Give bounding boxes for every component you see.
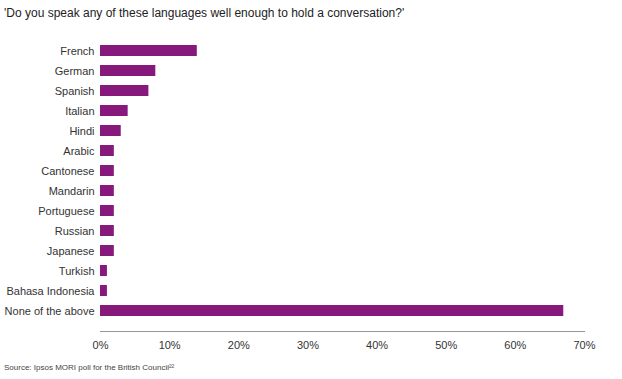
svg-text:50%: 50% — [435, 339, 457, 351]
svg-text:0%: 0% — [93, 339, 109, 351]
html-text:Source: Ipsos MORI poll for th: Source: Ipsos MORI poll for the British … — [4, 363, 175, 372]
svg-text:Spanish: Spanish — [55, 85, 95, 97]
svg-text:Arabic: Arabic — [63, 145, 95, 157]
svg-text:Italian: Italian — [65, 105, 94, 117]
svg-text:Cantonese: Cantonese — [41, 165, 94, 177]
svg-text:Russian: Russian — [55, 225, 95, 237]
svg-text:Hindi: Hindi — [69, 125, 94, 137]
svg-text:Portuguese: Portuguese — [38, 205, 94, 217]
svg-text:French: French — [60, 45, 94, 57]
svg-text:German: German — [55, 65, 95, 77]
svg-text:Japanese: Japanese — [47, 245, 95, 257]
svg-text:Mandarin: Mandarin — [49, 185, 95, 197]
svg-text:None of the above: None of the above — [5, 305, 95, 317]
svg-text:Bahasa Indonesia: Bahasa Indonesia — [6, 285, 95, 297]
svg-text:20%: 20% — [228, 339, 250, 351]
svg-text:30%: 30% — [297, 339, 319, 351]
svg-text:10%: 10% — [159, 339, 181, 351]
svg-text:60%: 60% — [504, 339, 526, 351]
svg-text:Turkish: Turkish — [59, 265, 95, 277]
html-text:'Do you speak any of these lan: 'Do you speak any of these languages wel… — [4, 6, 405, 20]
svg-text:40%: 40% — [366, 339, 388, 351]
svg-text:70%: 70% — [573, 339, 595, 351]
